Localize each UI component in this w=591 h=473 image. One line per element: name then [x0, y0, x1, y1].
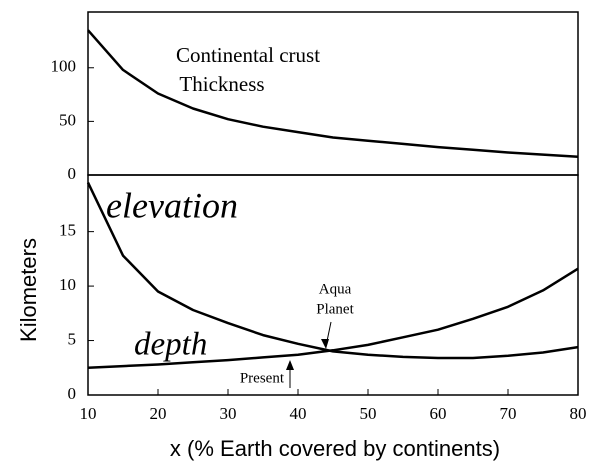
x-tick-label: 60	[430, 404, 447, 423]
top-frame	[87, 11, 579, 176]
arrow-head	[321, 339, 329, 349]
y-tick-label: 0	[68, 384, 77, 403]
x-axis-label: x (% Earth covered by continents)	[170, 436, 500, 461]
x-tick-label: 20	[150, 404, 167, 423]
y-tick-label: 5	[68, 329, 77, 348]
x-tick-label: 80	[570, 404, 587, 423]
x-tick-label: 40	[290, 404, 307, 423]
y-tick-label: 10	[59, 275, 76, 294]
annotation: elevation	[106, 185, 238, 225]
line	[87, 267, 579, 370]
y-tick-label: 0	[68, 164, 77, 183]
bottom-frame	[87, 174, 579, 396]
annotation: Planet	[316, 301, 354, 317]
line	[87, 29, 579, 159]
annotation: Continental crust	[176, 43, 320, 67]
x-tick-label: 50	[360, 404, 377, 423]
annotation: depth	[134, 327, 207, 363]
annotation: Aqua	[319, 281, 352, 297]
y-tick-label: 100	[51, 57, 77, 76]
x-tick-label: 30	[220, 404, 237, 423]
annotation: Thickness	[179, 72, 264, 96]
y-tick-label: 15	[59, 221, 76, 240]
arrow-head	[286, 360, 294, 370]
x-tick-label: 70	[500, 404, 517, 423]
annotation: Present	[240, 370, 285, 386]
x-tick-label: 10	[80, 404, 97, 423]
y-axis-label: Kilometers	[16, 238, 41, 342]
y-tick-label: 50	[59, 110, 76, 129]
